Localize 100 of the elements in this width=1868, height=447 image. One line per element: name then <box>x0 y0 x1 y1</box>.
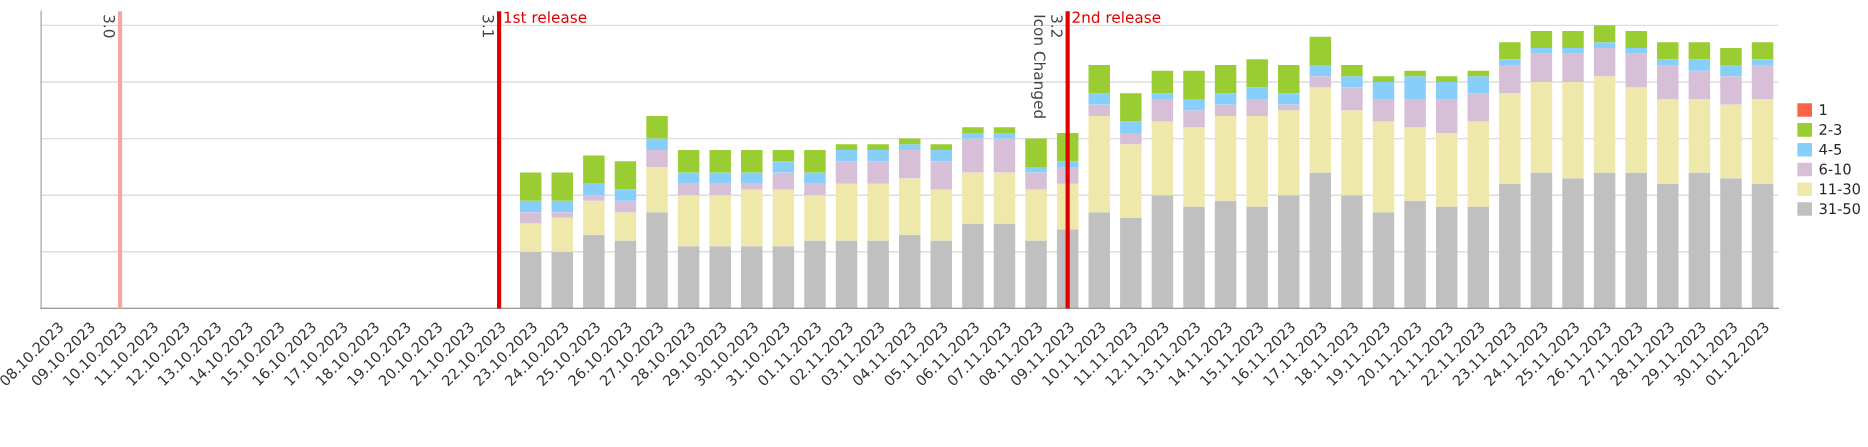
bar <box>646 166 668 213</box>
bar <box>1214 200 1237 309</box>
bar <box>519 172 542 201</box>
bar <box>1688 42 1711 60</box>
bar <box>1499 59 1521 65</box>
bar <box>583 234 605 309</box>
bar <box>1499 64 1521 94</box>
bar <box>1088 93 1110 105</box>
bar <box>1246 98 1268 116</box>
bar <box>1499 93 1521 184</box>
bar <box>646 212 668 309</box>
bar <box>1404 98 1426 128</box>
bar <box>898 234 921 309</box>
bar <box>1372 212 1395 309</box>
bar <box>1751 183 1774 309</box>
bar <box>1720 178 1742 309</box>
bar <box>1151 121 1174 196</box>
bar <box>677 149 700 173</box>
bar <box>1309 36 1332 65</box>
bar <box>804 195 826 241</box>
bar <box>551 172 574 201</box>
bar <box>772 172 795 190</box>
bar <box>835 183 858 241</box>
bar <box>709 246 731 309</box>
bar <box>993 172 1016 224</box>
bar <box>1720 64 1742 77</box>
bar <box>1246 206 1268 309</box>
bar <box>1246 59 1268 88</box>
bar <box>1214 104 1237 116</box>
bar <box>1688 70 1711 99</box>
bar <box>772 246 795 309</box>
bar <box>551 200 574 213</box>
bar <box>962 132 984 139</box>
bar <box>709 195 731 247</box>
bar <box>1751 42 1774 60</box>
bar <box>1088 115 1110 213</box>
bar <box>1404 200 1426 309</box>
bar <box>1151 98 1174 122</box>
bar <box>741 172 763 184</box>
bar <box>551 251 574 309</box>
bar <box>1720 104 1742 179</box>
bar <box>646 138 668 150</box>
bar <box>1278 93 1300 105</box>
bar <box>551 217 574 252</box>
bar <box>804 149 826 173</box>
ref-line-label: 3.2 Icon Changed <box>1031 15 1063 118</box>
bar <box>1120 93 1142 122</box>
bar <box>1246 115 1268 207</box>
bar <box>1562 30 1584 48</box>
bar <box>1435 206 1458 309</box>
bar <box>1657 98 1679 184</box>
legend-label: 1 <box>1820 104 1827 115</box>
bar <box>1025 172 1047 190</box>
bar <box>867 240 889 309</box>
bar <box>1751 64 1774 99</box>
legend-label: 11-30 <box>1820 183 1860 195</box>
bar <box>1435 76 1458 82</box>
bar <box>614 240 637 309</box>
bar <box>1404 127 1426 201</box>
bar <box>867 183 889 241</box>
bar <box>614 212 637 241</box>
bar <box>1657 64 1679 99</box>
bar <box>962 127 984 133</box>
legend-label: 6-10 <box>1819 163 1851 175</box>
bar <box>1372 81 1395 99</box>
bar <box>1278 110 1300 196</box>
legend-label: 31-50 <box>1819 203 1860 215</box>
bar <box>519 200 542 213</box>
bar <box>1025 189 1047 241</box>
bar <box>1151 70 1174 94</box>
bar <box>1404 70 1426 77</box>
bar <box>1499 183 1521 309</box>
bar <box>1467 121 1490 207</box>
bar <box>614 189 637 201</box>
bar <box>741 183 763 190</box>
bar <box>1183 110 1205 128</box>
bar <box>583 155 605 184</box>
bar <box>1246 87 1268 99</box>
bar <box>583 183 605 196</box>
bar <box>898 149 921 179</box>
bar <box>1341 64 1363 77</box>
bar <box>1751 98 1774 184</box>
annotation: 1st release <box>504 11 587 23</box>
bar <box>930 161 953 190</box>
bar <box>741 149 763 173</box>
bar <box>1214 64 1237 94</box>
bar <box>1341 195 1363 309</box>
bar <box>1593 42 1616 48</box>
bar <box>741 246 763 309</box>
bar <box>1120 144 1142 218</box>
bar <box>1467 206 1490 309</box>
bar <box>1309 87 1332 173</box>
bar <box>583 200 605 235</box>
bar <box>930 144 953 150</box>
bar <box>1720 76 1742 105</box>
bar <box>1372 76 1395 82</box>
bar <box>1278 195 1300 309</box>
bar <box>993 132 1016 139</box>
bar <box>772 161 795 173</box>
bar <box>1625 30 1647 48</box>
